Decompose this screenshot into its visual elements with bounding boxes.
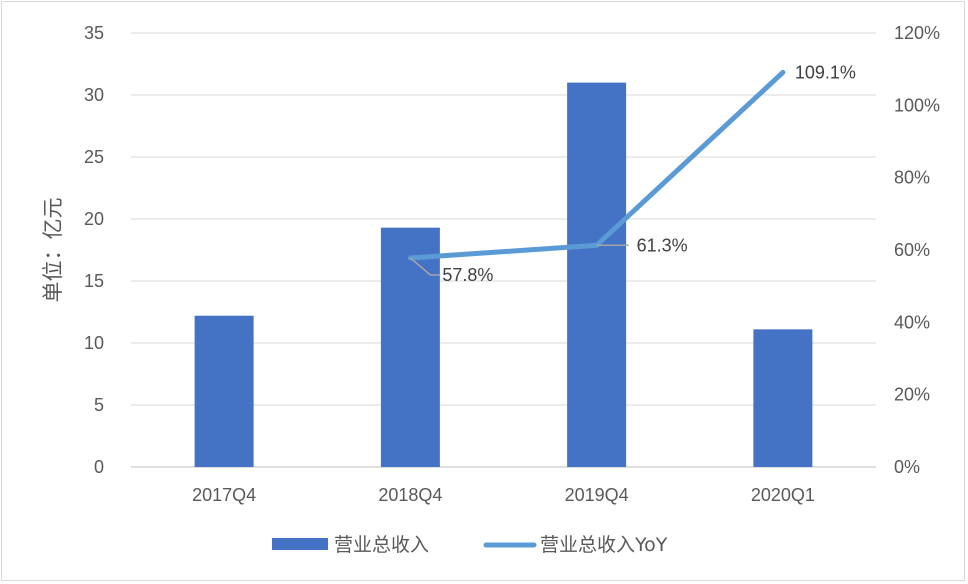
y-tick-label: 0 [94,457,104,477]
data-label: 109.1% [795,62,856,82]
legend-label-line: 营业总收入YoY [540,534,668,556]
y-tick-label: 20 [84,209,104,229]
y-axis-left-ticks: 0 5 10 15 20 25 30 35 [84,23,104,477]
data-labels: 57.8% 61.3% 109.1% [409,62,856,285]
y-tick-label: 5 [94,395,104,415]
data-label: 57.8% [442,265,493,285]
y-axis-right-ticks: 0% 20% 40% 60% 80% 100% 120% [894,23,940,477]
bar-series [194,82,813,467]
x-tick-label: 2017Q4 [192,485,256,505]
bar [567,82,627,467]
gridlines [131,32,876,468]
y-tick-label: 10 [84,333,104,353]
y-tick-label: 30 [84,85,104,105]
x-axis-ticks: 2017Q4 2018Q4 2019Q4 2020Q1 [192,485,815,505]
y2-tick-label: 60% [894,240,930,260]
legend-label-bar: 营业总收入 [334,534,429,556]
y-tick-label: 15 [84,271,104,291]
y-axis-title: 单位：亿元 [41,198,65,303]
bar [753,329,813,467]
y2-tick-label: 80% [894,168,930,188]
y2-tick-label: 100% [894,95,940,115]
y2-tick-label: 0% [894,457,920,477]
x-tick-label: 2020Q1 [751,485,815,505]
data-label: 61.3% [637,235,688,255]
y2-tick-label: 20% [894,385,930,405]
y2-tick-label: 40% [894,312,930,332]
bar [194,315,254,467]
x-tick-label: 2018Q4 [378,485,442,505]
y2-tick-label: 120% [894,23,940,43]
legend-swatch-bar [272,538,328,550]
bar [380,227,440,467]
x-tick-label: 2019Q4 [565,485,629,505]
legend: 营业总收入 营业总收入YoY [272,534,668,556]
leader-line [409,257,441,276]
y-tick-label: 25 [84,147,104,167]
y-tick-label: 35 [84,23,104,43]
